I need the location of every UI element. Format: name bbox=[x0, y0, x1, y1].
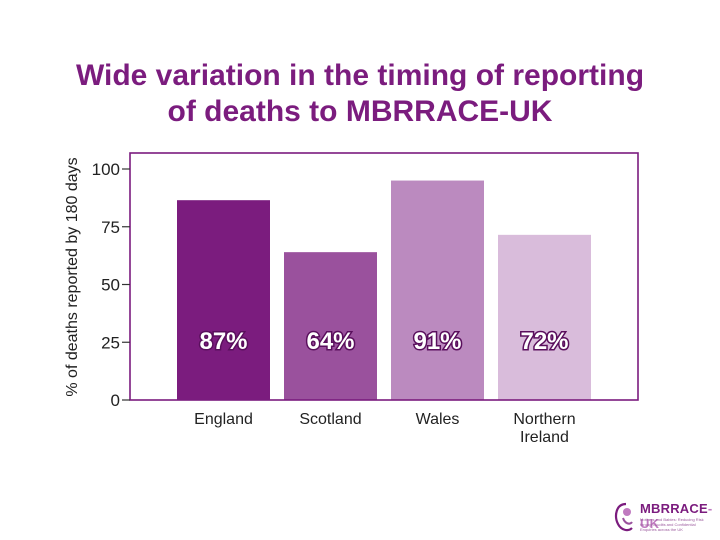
logo-main: MBRRACE bbox=[640, 501, 708, 516]
bar-wales bbox=[391, 180, 484, 400]
data-label-england: 87% bbox=[199, 328, 247, 355]
x-tick-label-line: Ireland bbox=[520, 429, 569, 446]
data-label-northern-ireland: 72% bbox=[520, 328, 568, 355]
x-tick-label-line: England bbox=[194, 411, 253, 428]
y-tick-label-100: 100 bbox=[92, 160, 120, 179]
data-label-wales: 91% bbox=[413, 328, 461, 355]
x-tick-label-wales: Wales bbox=[416, 411, 460, 428]
bar-northern-ireland bbox=[498, 234, 591, 400]
chart-title-line-2: of deaths to MBRRACE-UK bbox=[167, 95, 553, 128]
x-tick-label-line: Scotland bbox=[299, 411, 361, 428]
x-tick-label-northern-ireland: Northern Ireland bbox=[513, 411, 575, 446]
bar-england bbox=[177, 200, 270, 400]
x-tick-label-scotland: Scotland bbox=[299, 411, 361, 428]
bar-scotland bbox=[284, 252, 377, 400]
chart-title-line-1: Wide variation in the timing of reportin… bbox=[75, 59, 645, 92]
x-tick-label-line: Wales bbox=[416, 411, 460, 428]
y-tick-label-0: 0 bbox=[111, 391, 120, 410]
y-tick-label-50: 50 bbox=[101, 276, 120, 295]
mbrrace-logo bbox=[615, 502, 633, 532]
y-tick-label-75: 75 bbox=[101, 218, 120, 237]
x-tick-label-line: Northern bbox=[513, 411, 575, 428]
x-tick-label-england: England bbox=[194, 411, 253, 428]
chart-title: Wide variation in the timing of reportin… bbox=[0, 58, 720, 130]
data-label-scotland: 64% bbox=[306, 328, 354, 355]
y-axis-label: % of deaths reported by 180 days bbox=[64, 157, 81, 396]
logo-subtitle: Mothers and Babies: Reducing Risk throug… bbox=[640, 517, 704, 532]
logo-wordmark: MBRRACE-UK bbox=[640, 501, 720, 531]
y-tick-label-25: 25 bbox=[101, 333, 120, 352]
logo-accent: -UK bbox=[640, 501, 713, 531]
plot-frame bbox=[129, 152, 639, 401]
